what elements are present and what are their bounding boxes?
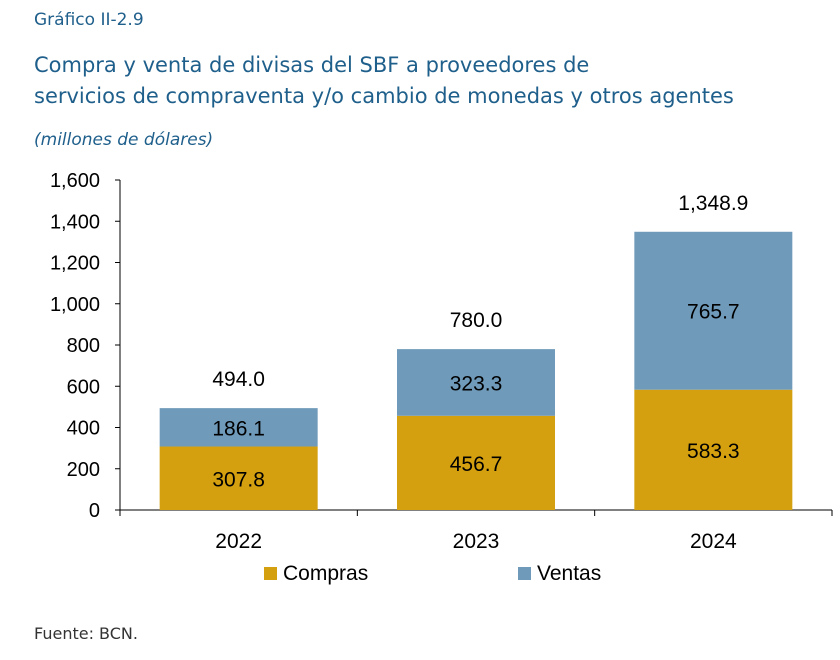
legend-label-compras: Compras (283, 562, 368, 585)
y-tick-label: 1,600 (50, 170, 100, 192)
data-label-compras: 307.8 (212, 468, 265, 491)
legend-swatch-compras (264, 567, 277, 580)
chart-title: Compra y venta de divisas del SBF a prov… (34, 50, 834, 112)
stacked-bar-chart: 0 200 400 600 800 1,000 1,200 1,400 1,600 307.8 18… (50, 170, 833, 585)
y-tick-label: 0 (89, 500, 100, 522)
legend-label-ventas: Ventas (537, 562, 601, 585)
bar-segment-ventas (159, 408, 318, 447)
total-label: 1,348.9 (678, 192, 748, 215)
bar-segment-compras (397, 415, 555, 510)
x-tick-label: 2022 (215, 530, 262, 553)
x-tick-label: 2024 (690, 530, 737, 553)
total-label: 780.0 (450, 309, 503, 332)
y-tick-label: 600 (67, 376, 100, 398)
bar-segment-ventas (397, 349, 555, 416)
y-tick-label: 800 (67, 335, 100, 357)
y-tick-label: 1,400 (50, 211, 100, 233)
data-label-ventas: 186.1 (212, 417, 265, 440)
y-tick-label: 400 (67, 418, 100, 440)
legend-swatch-ventas (518, 567, 531, 580)
y-tick-label: 200 (67, 459, 100, 481)
bar-segment-compras (634, 389, 793, 510)
y-tick-label: 1,000 (50, 294, 100, 316)
chart-units: (millones de dólares) (34, 130, 214, 150)
data-label-compras: 583.3 (687, 440, 740, 463)
bar-segment-ventas (634, 231, 793, 390)
x-tick-label: 2023 (453, 530, 500, 553)
data-label-ventas: 323.3 (450, 372, 503, 395)
chart-title-line-2: servicios de compraventa y/o cambio de m… (34, 84, 734, 108)
bar-segment-compras (159, 446, 318, 510)
data-label-compras: 456.7 (450, 453, 503, 476)
source-note: Fuente: BCN. (34, 624, 138, 643)
y-tick-label: 1,200 (50, 253, 100, 275)
data-label-ventas: 765.7 (687, 301, 740, 324)
total-label: 494.0 (212, 368, 265, 391)
figure-number: Gráfico II-2.9 (34, 10, 144, 30)
chart-title-line-1: Compra y venta de divisas del SBF a prov… (34, 53, 590, 77)
